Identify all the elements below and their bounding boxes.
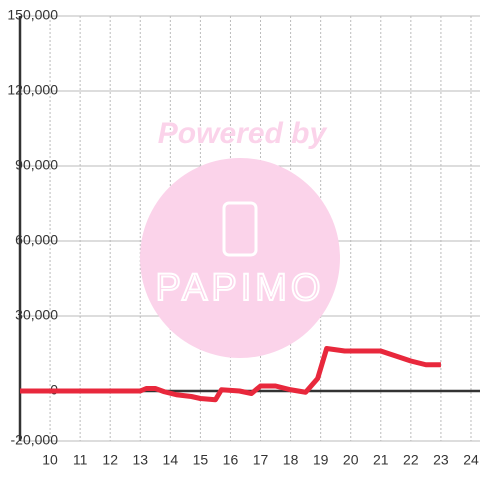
y-tick-label: 120,000 bbox=[7, 82, 58, 98]
x-tick-label: 12 bbox=[102, 452, 118, 468]
x-tick-label: 21 bbox=[373, 452, 389, 468]
x-tick-label: 20 bbox=[343, 452, 359, 468]
x-tick-label: 16 bbox=[223, 452, 239, 468]
y-tick-label: -20,000 bbox=[11, 432, 59, 448]
y-tick-label: 90,000 bbox=[15, 157, 58, 173]
watermark-text: Powered by bbox=[158, 117, 328, 150]
x-tick-label: 22 bbox=[403, 452, 419, 468]
data-line bbox=[20, 346, 441, 403]
watermark-phone bbox=[222, 201, 258, 257]
x-tick-label: 10 bbox=[42, 452, 58, 468]
x-tick-label: 11 bbox=[73, 452, 88, 468]
x-tick-label: 19 bbox=[313, 452, 329, 468]
x-tick-label: 15 bbox=[193, 452, 209, 468]
y-tick-label: 60,000 bbox=[15, 232, 58, 248]
y-tick-label: 150,000 bbox=[7, 7, 58, 23]
x-tick-label: 13 bbox=[132, 452, 148, 468]
x-tick-label: 24 bbox=[463, 452, 479, 468]
x-tick-label: 14 bbox=[163, 452, 179, 468]
watermark-circle bbox=[140, 158, 340, 358]
watermark-logo: PAPIMO bbox=[156, 267, 325, 309]
x-tick-label: 18 bbox=[283, 452, 299, 468]
x-tick-label: 17 bbox=[253, 452, 269, 468]
y-tick-label: 30,000 bbox=[15, 307, 58, 323]
x-tick-label: 23 bbox=[433, 452, 449, 468]
